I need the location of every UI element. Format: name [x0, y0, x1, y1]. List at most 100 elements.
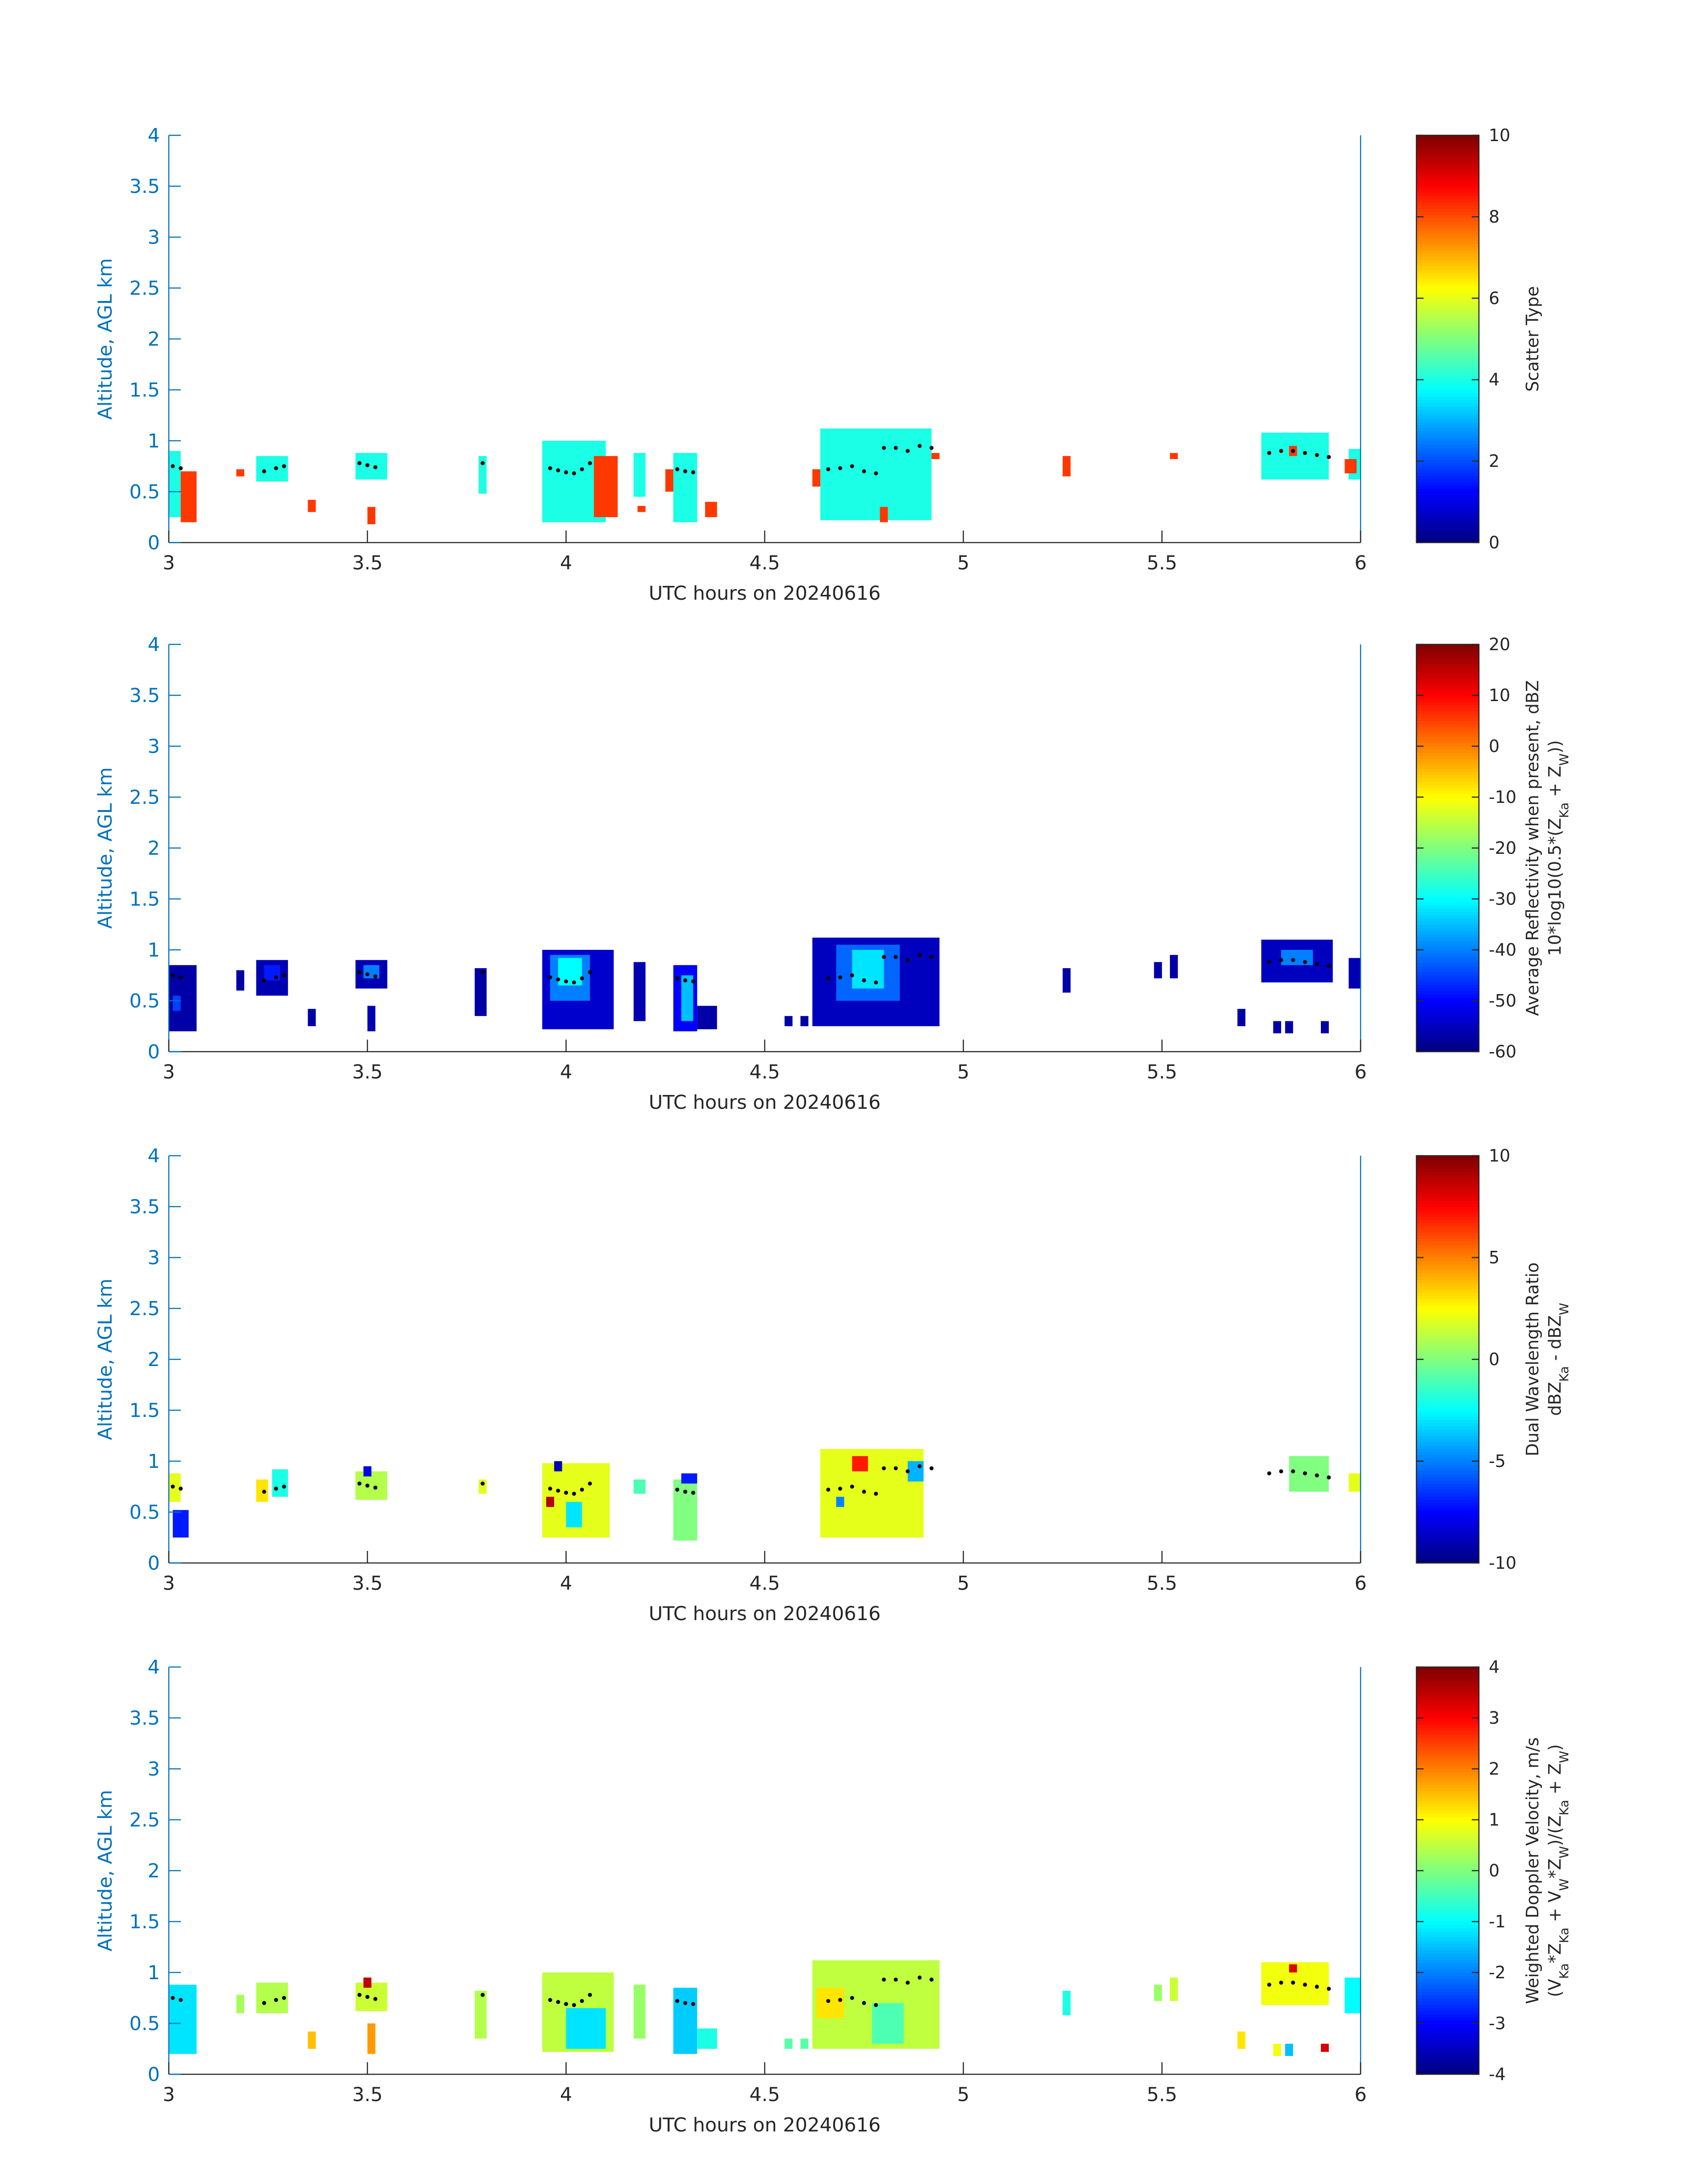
height-marker-dot: [1327, 455, 1331, 459]
colorbar-segment: [1416, 307, 1479, 311]
colorbar-segment: [1416, 1429, 1479, 1433]
colorbar-segment: [1416, 2017, 1479, 2021]
heatmap-cell: [172, 1510, 189, 1538]
colorbar-segment: [1416, 1029, 1479, 1033]
colorbar-segment: [1416, 297, 1479, 301]
heatmap-cell: [1062, 1991, 1071, 2015]
colorbar-segment: [1416, 510, 1479, 514]
colorbar-segment: [1416, 794, 1479, 798]
height-marker-dot: [373, 1485, 378, 1490]
colorbar-segment: [1416, 418, 1479, 422]
colorbar-segment: [1416, 800, 1479, 804]
height-marker-dot: [588, 970, 592, 974]
colorbar-segment: [1416, 208, 1479, 212]
colorbar-segment: [1416, 1020, 1479, 1024]
colorbar-segment: [1416, 1714, 1479, 1718]
colorbar-segment: [1416, 844, 1479, 848]
colorbar-segment: [1416, 1273, 1479, 1277]
heatmap-cell: [308, 2031, 316, 2049]
colorbar-segment: [1416, 520, 1479, 524]
colorbar-segment: [1416, 1689, 1479, 1693]
colorbar-segment: [1416, 498, 1479, 502]
y-tick-label: 0.5: [129, 990, 160, 1012]
colorbar-segment: [1416, 708, 1479, 712]
colorbar-segment: [1416, 1982, 1479, 1986]
colorbar-segment: [1416, 1305, 1479, 1309]
colorbar-segment: [1416, 234, 1479, 238]
height-marker-dot: [572, 980, 576, 985]
colorbar-segment: [1416, 243, 1479, 247]
height-marker-dot: [874, 471, 878, 476]
heatmap-cell: [1349, 1473, 1361, 1492]
colorbar-segment: [1416, 278, 1479, 282]
colorbar-segment: [1416, 1241, 1479, 1245]
colorbar-segment: [1416, 1855, 1479, 1859]
height-marker-dot: [564, 1491, 568, 1495]
colorbar-segment: [1416, 1258, 1479, 1261]
height-marker-dot: [365, 972, 370, 977]
heatmap-cell: [800, 1016, 809, 1026]
colorbar-segment: [1416, 2001, 1479, 2005]
colorbar-tick-label: -20: [1489, 838, 1516, 858]
height-marker-dot: [683, 1489, 688, 1494]
colorbar-segment: [1416, 1912, 1479, 1916]
colorbar-segment: [1416, 1781, 1479, 1785]
colorbar-segment: [1416, 902, 1479, 906]
colorbar-segment: [1416, 320, 1479, 324]
colorbar-segment: [1416, 714, 1479, 718]
x-tick-label: 6: [1354, 552, 1366, 574]
colorbar-segment: [1416, 1487, 1479, 1490]
colorbar-segment: [1416, 1283, 1479, 1287]
colorbar-label: Average Reflectivity when present, dBZ: [1523, 680, 1542, 1016]
colorbar-segment: [1416, 1515, 1479, 1519]
colorbar-segment: [1416, 1829, 1479, 1833]
colorbar-segment: [1416, 768, 1479, 772]
colorbar-segment: [1416, 969, 1479, 973]
colorbar-segment: [1416, 441, 1479, 444]
colorbar-segment: [1416, 1337, 1479, 1341]
height-marker-dot: [906, 449, 910, 453]
colorbar-segment: [1416, 1225, 1479, 1229]
colorbar-segment: [1416, 1556, 1479, 1560]
height-marker-dot: [1303, 1471, 1307, 1475]
heatmap-cell: [256, 1479, 268, 1502]
colorbar-segment: [1416, 705, 1479, 709]
height-marker-dot: [357, 1993, 362, 1997]
colorbar-segment: [1416, 164, 1479, 168]
colorbar-segment: [1416, 1356, 1479, 1360]
colorbar-segment: [1416, 1867, 1479, 1871]
colorbar-segment: [1416, 1823, 1479, 1827]
y-tick-label: 2.5: [129, 786, 160, 809]
colorbar-segment: [1416, 1696, 1479, 1700]
colorbar-segment: [1416, 1673, 1479, 1677]
colorbar-tick-label: -10: [1489, 787, 1516, 807]
colorbar-segment: [1416, 1026, 1479, 1030]
colorbar-segment: [1416, 142, 1479, 146]
height-marker-dot: [365, 1995, 370, 1999]
colorbar-segment: [1416, 660, 1479, 664]
colorbar-segment: [1416, 724, 1479, 728]
height-marker-dot: [262, 2001, 267, 2005]
colorbar-segment: [1416, 663, 1479, 667]
height-marker-dot: [874, 2003, 878, 2007]
height-marker-dot: [274, 1998, 278, 2002]
colorbar-segment: [1416, 1985, 1479, 1989]
heatmap-cell: [681, 1473, 697, 1484]
x-tick-label: 4.5: [749, 552, 780, 574]
heatmap-cell: [566, 1502, 582, 1528]
colorbar-segment: [1416, 1308, 1479, 1312]
y-tick-label: 0: [148, 1552, 160, 1575]
colorbar-segment: [1416, 205, 1479, 209]
colorbar-segment: [1416, 1810, 1479, 1814]
colorbar-segment: [1416, 1417, 1479, 1421]
colorbar-segment: [1416, 1759, 1479, 1763]
colorbar-segment: [1416, 962, 1479, 966]
colorbar-tick-label: -5: [1489, 1451, 1506, 1471]
colorbar-segment: [1416, 351, 1479, 355]
colorbar-segment: [1416, 959, 1479, 963]
colorbar-segment: [1416, 2007, 1479, 2011]
colorbar-segment: [1416, 1801, 1479, 1805]
panel-avg-reflectivity: 0 0.5 1 1.5 2 2.5 3 3.5 4 3 3.5 4 4.5 5 5.5 6 UTC hours …: [94, 634, 1571, 1114]
height-marker-dot: [894, 1466, 898, 1471]
